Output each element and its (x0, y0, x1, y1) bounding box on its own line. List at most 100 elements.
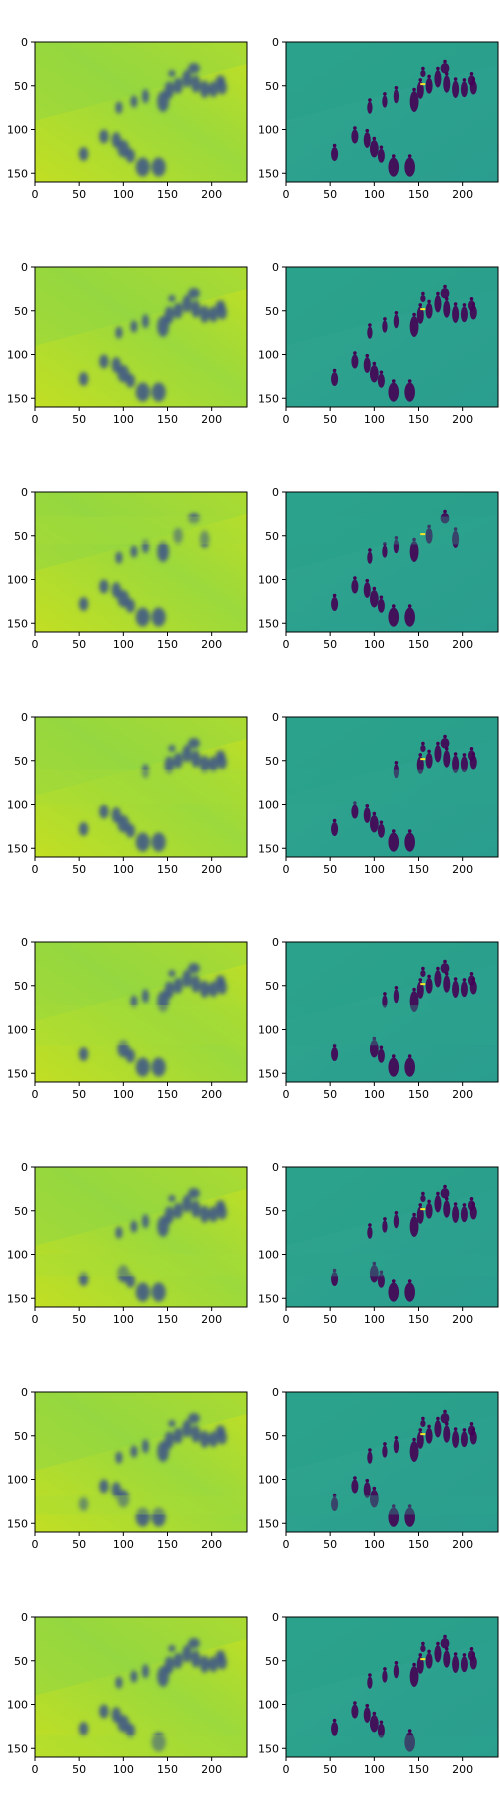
figure-blob (117, 1490, 130, 1508)
highlight-mark (420, 533, 426, 536)
figure-blob (434, 295, 442, 313)
y-tick-label: 0 (21, 936, 28, 949)
figure-blob (452, 1205, 460, 1223)
y-tick-label: 0 (272, 261, 279, 274)
figure-blob (215, 750, 226, 761)
figure-head (443, 959, 447, 964)
figure-head (407, 1279, 412, 1283)
figure-blob (331, 822, 339, 836)
axes-frame (285, 491, 499, 633)
figure-blob (425, 527, 433, 544)
figure-blob (416, 81, 424, 99)
y-tick-label: 150 (258, 1517, 279, 1530)
axes-frame (34, 1166, 248, 1308)
figure-head (427, 749, 431, 754)
figure-head (453, 977, 458, 981)
figure-head (353, 576, 357, 580)
figure-blob (404, 1732, 415, 1752)
figure-blob (351, 804, 359, 819)
axes-frame (34, 941, 248, 1083)
figure-head (394, 310, 399, 315)
figure-head (391, 829, 396, 833)
figure-blob (382, 995, 388, 1008)
y-tick-label: 150 (258, 842, 279, 855)
figure-blob (434, 70, 442, 88)
figure-head (421, 1191, 425, 1196)
y-tick-label: 100 (7, 574, 28, 587)
figure-blob (434, 745, 442, 763)
image-background (35, 1617, 247, 1757)
figure-blob (420, 70, 426, 77)
figure-blob (78, 1722, 89, 1736)
figure-blob (452, 80, 460, 98)
y-tick-label: 0 (272, 486, 279, 499)
figure-head (394, 1660, 399, 1665)
y-tick-label: 150 (258, 617, 279, 630)
figure-blob (460, 981, 468, 998)
x-tick-label: 100 (364, 413, 385, 426)
figure-blob (331, 372, 339, 386)
panel-r4-c0: 0 50 100 150 200 0 50 100 150 (7, 936, 248, 1101)
figure-blob (382, 1670, 388, 1683)
figure-blob (440, 513, 450, 524)
figure-head (394, 760, 399, 765)
figure-head (372, 1036, 377, 1041)
figure-blob (173, 1427, 183, 1444)
figure-head (365, 128, 370, 133)
figure-blob (157, 541, 170, 562)
figure-blob (382, 545, 388, 558)
field-shading (35, 1392, 247, 1471)
figure-blob (369, 1265, 379, 1283)
figure-blob (125, 823, 136, 838)
x-tick-label: 50 (72, 1313, 86, 1326)
figures-group (78, 513, 210, 627)
figure-blob (168, 970, 176, 977)
figure-blob (188, 1413, 200, 1424)
figure-blob (440, 1188, 450, 1199)
figure-head (453, 1652, 458, 1656)
x-tick-label: 50 (323, 1088, 337, 1101)
figure-blob (331, 1497, 339, 1511)
figure-blob (208, 306, 219, 323)
figure-head (368, 548, 372, 552)
highlight-mark (420, 308, 426, 311)
figure-blob (367, 1676, 373, 1689)
y-tick-label: 100 (7, 124, 28, 137)
figure-blob (452, 755, 460, 773)
figure-blob (141, 764, 149, 779)
y-tick-label: 100 (258, 349, 279, 362)
y-tick-label: 100 (7, 1024, 28, 1037)
x-tick-label: 150 (408, 188, 429, 201)
panel-r3-c1: 0 50 100 150 200 0 50 100 150 (258, 711, 499, 876)
removed-band (286, 1254, 498, 1277)
figure-head (412, 537, 416, 542)
figure-blob (440, 738, 450, 749)
figures-group (331, 959, 477, 1077)
figure-blob (78, 597, 89, 611)
figure-blob (434, 1420, 442, 1438)
figure-blob (369, 1490, 379, 1508)
x-tick-label: 200 (201, 413, 222, 426)
figure-blob (190, 750, 201, 768)
figure-blob (443, 975, 451, 993)
figure-blob (151, 1282, 166, 1302)
figures-group (78, 288, 228, 402)
figure-blob (141, 1439, 149, 1454)
figure-head (379, 370, 384, 375)
figure-blob (78, 1497, 89, 1511)
figure-blob (460, 1656, 468, 1673)
figure-blob (173, 1652, 183, 1669)
figure-blob (393, 989, 400, 1004)
x-tick-label: 100 (113, 1538, 134, 1551)
x-tick-label: 100 (113, 413, 134, 426)
figure-blob (404, 1057, 415, 1077)
x-tick-label: 50 (323, 638, 337, 651)
figure-blob (393, 1664, 400, 1679)
figure-blob (182, 1645, 192, 1663)
figure-blob (388, 382, 400, 402)
figure-blob (331, 1272, 339, 1286)
field-shading (35, 267, 247, 346)
figure-blob (369, 140, 379, 158)
figures-group (331, 734, 477, 852)
x-tick-label: 200 (201, 1538, 222, 1551)
